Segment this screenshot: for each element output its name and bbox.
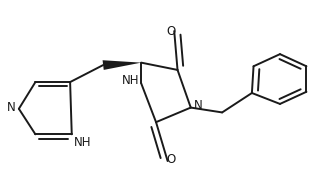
Text: NH: NH [122,74,139,87]
Text: O: O [166,153,175,166]
Text: N: N [7,101,15,114]
Text: O: O [166,25,175,38]
Polygon shape [103,60,141,70]
Text: NH: NH [73,136,91,148]
Text: N: N [194,99,202,112]
